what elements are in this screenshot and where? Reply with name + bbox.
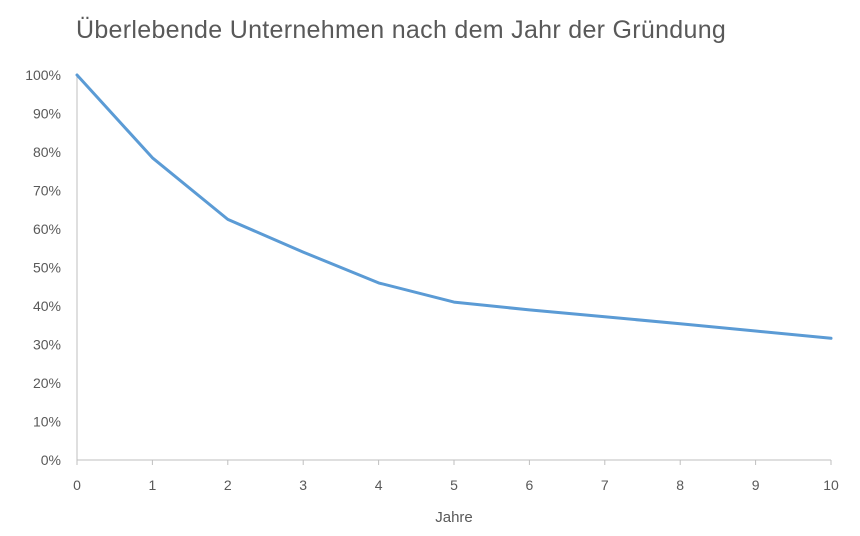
y-tick-label: 70% [33, 183, 61, 199]
x-tick-label: 4 [375, 477, 383, 493]
y-tick-label: 40% [33, 298, 61, 314]
y-tick-label: 90% [33, 106, 61, 122]
x-tick-label: 5 [450, 477, 458, 493]
y-tick-label: 80% [33, 144, 61, 160]
y-axis-ticks: 0% 10% 20% 30% 40% 50% 60% 70% 80% 90% 100% [25, 67, 61, 468]
y-tick-label: 20% [33, 375, 61, 391]
x-tick-label: 10 [823, 477, 839, 493]
x-tick-label: 2 [224, 477, 232, 493]
y-tick-label: 10% [33, 414, 61, 430]
y-tick-label: 0% [41, 452, 61, 468]
x-tick-label: 1 [149, 477, 157, 493]
x-tick-label: 6 [526, 477, 534, 493]
x-tick-label: 3 [299, 477, 307, 493]
x-axis-ticks: 0 1 2 3 4 5 6 7 8 9 10 [73, 460, 839, 493]
x-tick-label: 8 [676, 477, 684, 493]
chart-title: Überlebende Unternehmen nach dem Jahr de… [76, 16, 727, 44]
x-axis-label: Jahre [435, 509, 473, 526]
y-tick-label: 50% [33, 260, 61, 276]
x-tick-label: 0 [73, 477, 81, 493]
series-line [75, 73, 833, 340]
y-tick-label: 100% [25, 67, 61, 83]
series-layer [75, 73, 833, 340]
x-tick-label: 7 [601, 477, 609, 493]
y-tick-label: 30% [33, 337, 61, 353]
y-tick-label: 60% [33, 221, 61, 237]
x-tick-label: 9 [752, 477, 760, 493]
